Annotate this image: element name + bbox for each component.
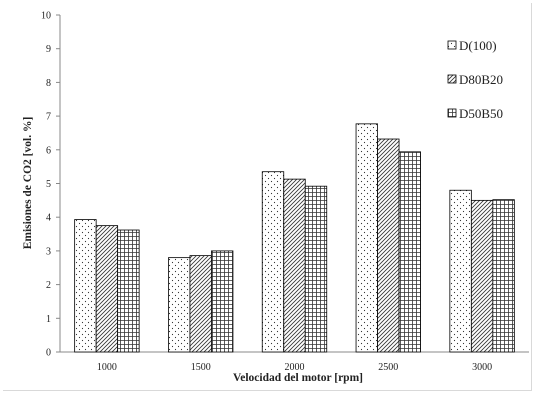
legend-label: D50B50 <box>459 106 503 121</box>
y-axis-label: Emisiones de CO2 [vol. %] <box>22 117 34 250</box>
legend-label: D80B20 <box>459 72 503 87</box>
bar-d100-1000 <box>74 219 97 353</box>
y-tick-label: 1 <box>46 314 51 325</box>
y-tick-label: 10 <box>41 11 51 22</box>
bars <box>74 123 515 353</box>
bar-d80b20-1000 <box>95 225 119 353</box>
y-tick-label: 9 <box>46 44 51 55</box>
bar-d80b20-2500 <box>377 138 400 353</box>
y-tick-label: 2 <box>46 280 51 291</box>
y-tick-label: 4 <box>46 213 51 224</box>
bar-d50b50-1500 <box>211 250 234 353</box>
bar-d80b20-3000 <box>470 199 494 353</box>
x-tick-label: 2000 <box>285 362 305 373</box>
bar-d100-1500 <box>168 257 191 353</box>
x-tick-label: 1500 <box>191 362 211 373</box>
bar-d50b50-3000 <box>492 199 515 353</box>
y-tick-labels: 0 1 2 3 4 5 6 7 8 9 10 <box>41 11 60 359</box>
y-tick-label: 6 <box>46 145 51 156</box>
y-tick-label: 8 <box>46 78 51 89</box>
x-tick-label: 3000 <box>472 362 492 373</box>
legend: D(100) D80B20 D50B50 <box>447 38 503 121</box>
bar-d50b50-2500 <box>398 151 421 353</box>
bar-d50b50-2000 <box>304 185 328 353</box>
bar-d80b20-2000 <box>283 178 306 353</box>
legend-swatch <box>447 74 457 84</box>
y-tick-label: 3 <box>46 246 51 257</box>
bar-d100-2500 <box>355 123 378 353</box>
legend-swatch <box>447 108 457 118</box>
x-tick-label: 1000 <box>97 362 117 373</box>
legend-swatch <box>447 40 457 50</box>
x-tick-labels: 1000 1500 2000 2500 3000 <box>97 362 492 373</box>
legend-label: D(100) <box>459 38 497 53</box>
y-tick-label: 0 <box>46 348 51 359</box>
x-axis-label: Velocidad del motor [rpm] <box>233 372 363 384</box>
bar-d100-3000 <box>449 189 472 353</box>
bar-d50b50-1000 <box>117 229 140 353</box>
bar-d100-2000 <box>261 171 285 353</box>
bar-d80b20-1500 <box>189 255 212 353</box>
y-tick-label: 5 <box>46 179 51 190</box>
x-tick-label: 2500 <box>378 362 398 373</box>
y-tick-label: 7 <box>46 112 51 123</box>
